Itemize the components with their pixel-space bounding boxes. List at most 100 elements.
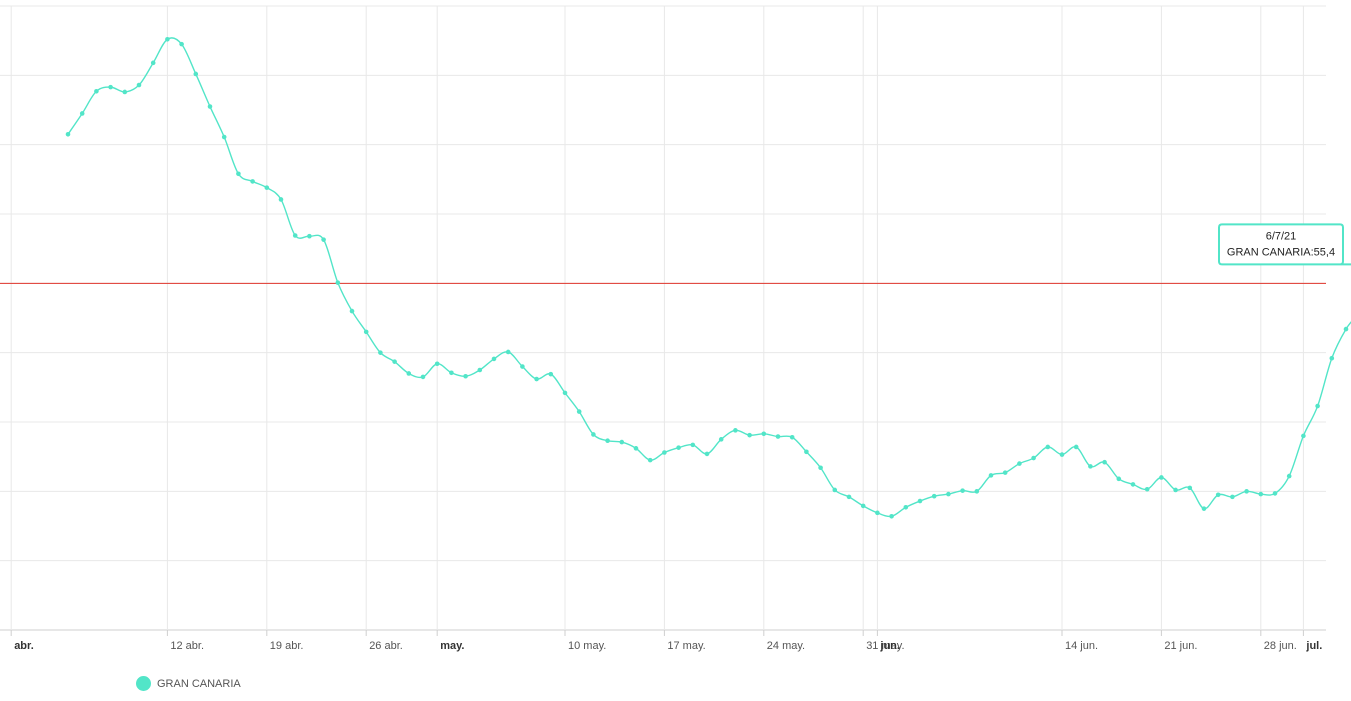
data-point bbox=[889, 513, 894, 519]
data-point bbox=[974, 489, 980, 494]
data-point bbox=[207, 104, 213, 109]
legend-label: GRAN CANARIA bbox=[157, 677, 241, 690]
data-point bbox=[1329, 355, 1335, 361]
data-point bbox=[1258, 491, 1264, 497]
data-point bbox=[647, 457, 653, 463]
data-point bbox=[1315, 403, 1320, 409]
data-point bbox=[1144, 486, 1150, 492]
x-tick-label: abr. bbox=[14, 640, 34, 652]
x-axis: abr. 12 abr. 19 abr. 26 abr. may. 10 may. 17 m… bbox=[10, 630, 1322, 652]
data-point bbox=[1201, 506, 1207, 511]
data-point bbox=[278, 197, 284, 202]
data-point bbox=[463, 373, 468, 379]
data-point bbox=[179, 41, 184, 47]
data-point bbox=[335, 280, 341, 285]
data-point bbox=[477, 367, 483, 373]
x-tick-label: 17 may. bbox=[667, 640, 705, 652]
data-point bbox=[1088, 464, 1093, 469]
data-point bbox=[846, 494, 852, 500]
data-point bbox=[292, 233, 298, 238]
data-point bbox=[718, 437, 724, 442]
data-point bbox=[747, 432, 752, 438]
tooltip-box bbox=[1218, 223, 1351, 266]
data-point bbox=[1073, 444, 1079, 450]
data-point bbox=[1031, 455, 1036, 461]
x-tick-label: jul. bbox=[1305, 640, 1322, 652]
x-tick-label: 10 may. bbox=[568, 640, 606, 652]
data-point bbox=[690, 442, 696, 448]
data-point bbox=[903, 504, 909, 510]
x-tick-label: 12 abr. bbox=[170, 640, 204, 652]
x-tick-label: 14 jun. bbox=[1065, 640, 1098, 652]
data-point bbox=[576, 409, 582, 414]
data-point bbox=[122, 89, 128, 95]
data-point bbox=[136, 82, 142, 88]
data-point bbox=[250, 179, 255, 184]
data-point bbox=[633, 446, 639, 451]
chart-grid bbox=[0, 5, 1326, 631]
data-point bbox=[264, 185, 270, 190]
data-point bbox=[1286, 473, 1292, 479]
data-point bbox=[165, 36, 170, 42]
data-point bbox=[875, 510, 880, 516]
data-point bbox=[1230, 494, 1235, 500]
data-point bbox=[434, 361, 440, 367]
data-point bbox=[1187, 485, 1193, 491]
data-point bbox=[1045, 444, 1051, 450]
data-point bbox=[236, 171, 241, 177]
data-point bbox=[150, 60, 156, 66]
data-point bbox=[392, 359, 397, 364]
data-point bbox=[491, 356, 497, 362]
data-point bbox=[804, 449, 809, 455]
data-point bbox=[1130, 482, 1136, 487]
data-point bbox=[534, 376, 539, 382]
x-tick-label: 26 abr. bbox=[369, 640, 403, 652]
x-tick-label: 19 abr. bbox=[270, 640, 304, 652]
data-point bbox=[1017, 461, 1022, 466]
data-point bbox=[1301, 433, 1306, 439]
data-point bbox=[704, 451, 710, 457]
data-point bbox=[591, 432, 596, 437]
data-point bbox=[1272, 491, 1278, 496]
data-point bbox=[1159, 475, 1164, 480]
data-point bbox=[1343, 326, 1349, 332]
data-point bbox=[65, 131, 71, 137]
x-tick-label: 24 may. bbox=[767, 640, 805, 652]
data-point bbox=[548, 371, 554, 377]
data-point bbox=[520, 364, 525, 369]
data-tooltip: 6/7/21 GRAN CANARIA:55,4 bbox=[1218, 223, 1351, 266]
data-point bbox=[931, 493, 937, 499]
data-point bbox=[1244, 489, 1249, 494]
chart-legend[interactable]: GRAN CANARIA bbox=[136, 676, 241, 691]
data-point bbox=[605, 438, 610, 444]
data-point bbox=[761, 431, 767, 437]
x-tick-label: may. bbox=[440, 640, 464, 652]
tooltip-value: GRAN CANARIA:55,4 bbox=[1227, 246, 1335, 258]
data-point bbox=[619, 439, 625, 445]
legend-swatch bbox=[136, 676, 151, 691]
x-tick-label: 28 jun. bbox=[1264, 640, 1297, 652]
data-point bbox=[363, 329, 369, 335]
data-point bbox=[349, 308, 355, 314]
data-point bbox=[221, 134, 227, 140]
data-point bbox=[1173, 487, 1178, 493]
x-tick-label: 21 jun. bbox=[1164, 640, 1197, 652]
data-point bbox=[662, 450, 667, 455]
tooltip-date: 6/7/21 bbox=[1266, 230, 1297, 242]
data-point bbox=[94, 88, 99, 94]
x-tick-label: jun. bbox=[879, 640, 900, 652]
data-point bbox=[789, 434, 795, 440]
data-point bbox=[960, 488, 965, 493]
data-point bbox=[917, 498, 923, 504]
data-point bbox=[406, 371, 412, 376]
data-point bbox=[1102, 459, 1107, 465]
data-point bbox=[420, 374, 426, 380]
data-point bbox=[733, 428, 738, 433]
data-point bbox=[378, 350, 383, 355]
data-point bbox=[108, 84, 113, 90]
data-point bbox=[676, 445, 681, 450]
data-point bbox=[832, 487, 838, 493]
data-point bbox=[562, 390, 568, 396]
data-point bbox=[1002, 470, 1008, 475]
